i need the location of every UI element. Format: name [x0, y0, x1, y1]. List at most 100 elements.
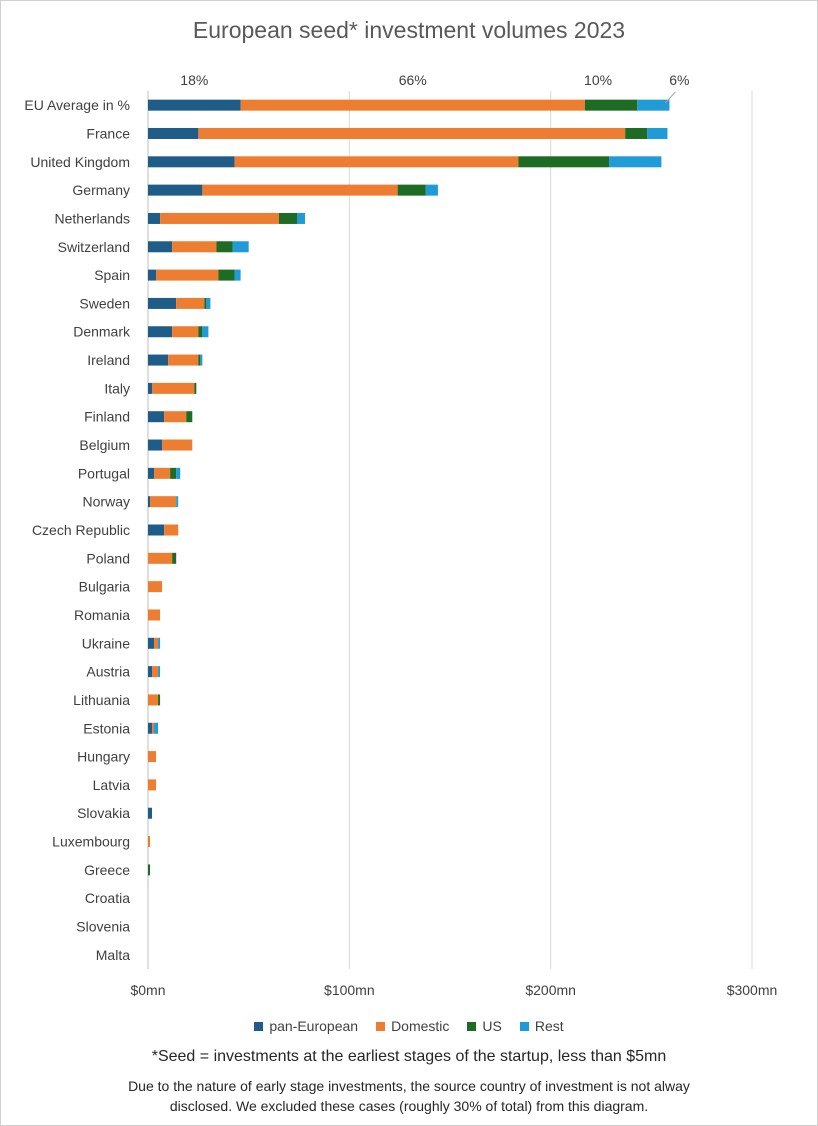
category-label: Denmark [73, 324, 131, 340]
bar-segment-domestic [148, 694, 159, 706]
category-label: Ireland [87, 352, 130, 368]
bar-segment-domestic [198, 127, 626, 139]
bar-segment-us [397, 184, 426, 196]
bar-segment-pan-european [148, 439, 163, 451]
bar-segment-pan-european [148, 354, 169, 366]
x-tick-label: $0mn [130, 982, 165, 998]
bar-segment-rest [158, 666, 161, 678]
bar-segment-rest [425, 184, 438, 196]
bar-segment-domestic [172, 326, 199, 338]
bar-segment-us [218, 269, 235, 281]
bar-segment-pan-european [148, 156, 235, 168]
bar-segment-us [204, 297, 207, 309]
bar-segment-us [278, 212, 297, 224]
bar-segment-domestic [172, 241, 217, 253]
category-label: Finland [84, 409, 130, 425]
bar-segment-domestic [168, 354, 199, 366]
category-label: Hungary [77, 749, 130, 765]
bar-segment-pan-european [148, 184, 203, 196]
bar-segment-domestic [148, 609, 161, 621]
bar-segment-domestic [234, 156, 519, 168]
bar-segment-domestic [152, 722, 155, 734]
bar-segment-domestic [152, 666, 159, 678]
bar-segment-us [625, 127, 648, 139]
bar-segment-pan-european [148, 496, 151, 508]
bar-segment-domestic [240, 99, 585, 111]
percent-label: 66% [399, 72, 427, 88]
category-label: Malta [96, 947, 130, 963]
bar-segment-domestic [150, 496, 177, 508]
x-tick-label: $300mn [727, 982, 778, 998]
category-label: Portugal [78, 465, 130, 481]
bar-segment-pan-european [148, 637, 155, 649]
footnote: *Seed = investments at the earliest stag… [151, 1048, 667, 1065]
bar-segment-domestic [152, 382, 195, 394]
bar-segment-rest [200, 354, 203, 366]
bar-segment-us [584, 99, 638, 111]
bar-segment-pan-european [148, 666, 153, 678]
bar-segment-us [216, 241, 233, 253]
bar-segment-pan-european [148, 467, 155, 479]
category-label: Bulgaria [79, 579, 131, 595]
bar-segment-pan-european [148, 99, 241, 111]
category-label: Greece [84, 862, 130, 878]
category-label: Poland [86, 550, 130, 566]
bar-segment-rest [206, 297, 211, 309]
category-label: France [86, 125, 130, 141]
legend-swatch-pan-european [254, 1021, 264, 1031]
bar-segment-domestic [148, 552, 173, 564]
bar-segment-domestic [162, 439, 193, 451]
bar-segment-rest [158, 637, 161, 649]
bar-segment-pan-european [148, 297, 177, 309]
bar-segment-rest [202, 326, 209, 338]
percent-leader-line [664, 91, 676, 104]
bar-segment-domestic [148, 581, 163, 593]
category-label: Germany [72, 182, 130, 198]
percent-label: 18% [180, 72, 208, 88]
bar-segment-rest [176, 467, 181, 479]
legend-label-rest: Rest [534, 1018, 564, 1034]
bar-segment-pan-european [148, 269, 157, 281]
bar-segment-pan-european [148, 524, 165, 536]
bar-segment-us [194, 382, 197, 394]
bar-segment-pan-european [148, 127, 199, 139]
bar-segment-us [148, 864, 151, 876]
category-label: Austria [86, 664, 130, 680]
category-label: Italy [104, 380, 130, 396]
bar-segment-domestic [164, 411, 187, 423]
bar-segment-us [172, 552, 177, 564]
bar-segment-domestic [202, 184, 398, 196]
bar-segment-domestic [156, 269, 219, 281]
bar-segment-us [198, 354, 201, 366]
legend-item-pan-european: pan-European [254, 1018, 358, 1034]
category-label: Netherlands [55, 210, 131, 226]
bar-segment-pan-european [148, 382, 153, 394]
bar-segment-pan-european [148, 411, 165, 423]
legend-swatch-rest [519, 1021, 529, 1031]
bar-segment-rest [647, 127, 668, 139]
category-label: Romania [74, 607, 130, 623]
chart-title: European seed* investment volumes 2023 [192, 17, 626, 43]
category-label: Croatia [85, 890, 130, 906]
bar-segment-pan-european [148, 241, 173, 253]
legend-label-domestic: Domestic [391, 1018, 450, 1034]
chart-plot: $0mn $100mn $200mn $300mn EU Average in % Fra… [24, 72, 778, 998]
legend-item-rest: Rest [519, 1018, 564, 1034]
category-label: United Kingdom [30, 154, 130, 170]
category-label: Slovenia [76, 919, 130, 935]
category-label: Latvia [93, 777, 131, 793]
bar-segment-domestic [160, 212, 279, 224]
x-tick-label: $200mn [525, 982, 576, 998]
bar-segment-rest [232, 241, 249, 253]
legend-item-us: US [467, 1018, 502, 1034]
category-label: Spain [94, 267, 130, 283]
bar-segment-rest [176, 496, 179, 508]
bar-segment-domestic [148, 779, 157, 791]
exclusion-note: Due to the nature of early stage investm… [128, 1078, 690, 1114]
legend-swatch-domestic [376, 1021, 386, 1031]
bar-segment-pan-european [148, 807, 153, 819]
bar-segment-domestic [164, 524, 179, 536]
category-label: Slovakia [77, 805, 130, 821]
legend-swatch-us [467, 1021, 477, 1031]
